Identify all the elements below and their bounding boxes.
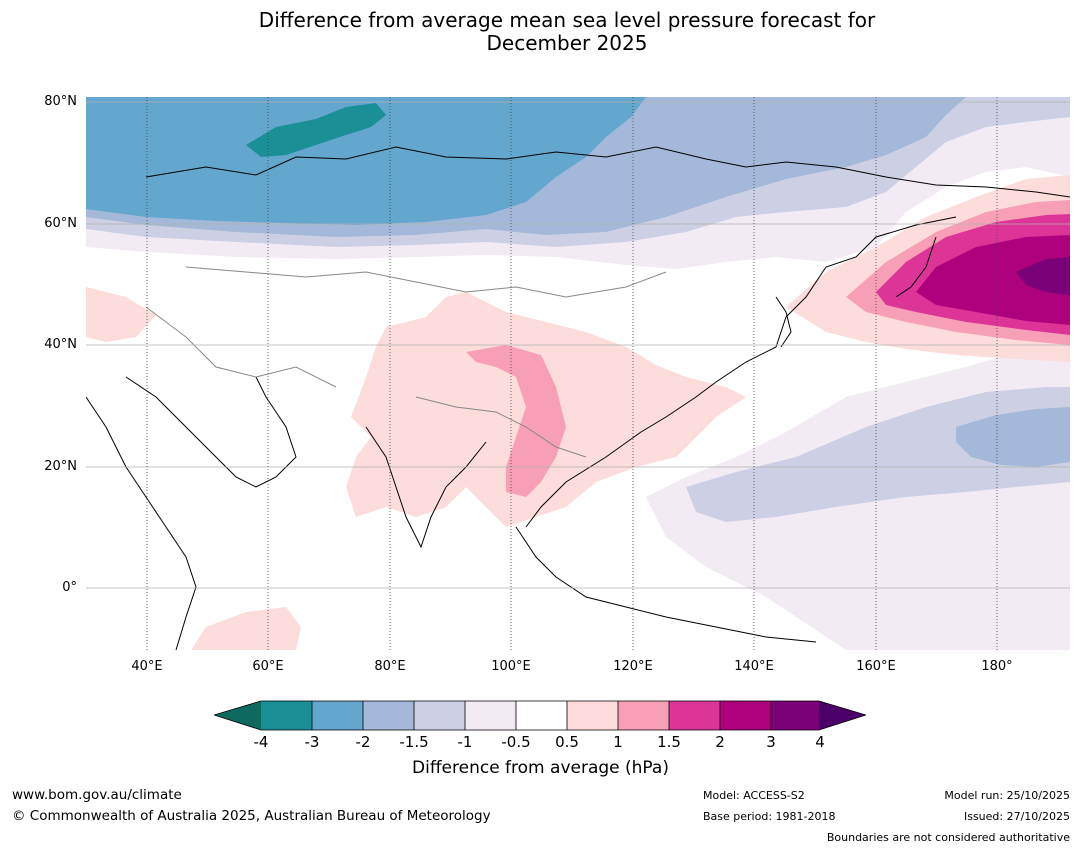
footer-model-run: Model run: 25/10/2025	[944, 789, 1070, 802]
colorbar-tick: 1	[613, 733, 623, 751]
lon-label-60e: 60°E	[252, 659, 284, 674]
title-line-1: Difference from average mean sea level p…	[258, 8, 876, 32]
anomaly-pos-0.5-1-indian-ocean	[191, 607, 301, 650]
anomaly-pos-3-4-pacific	[1016, 257, 1070, 295]
coastline-arctic	[145, 146, 1070, 198]
lat-label-20n: 20°N	[44, 459, 77, 474]
anomaly-pos-1-1.5-china	[466, 345, 566, 497]
footer-boundaries-note: Boundaries are not considered authoritat…	[826, 831, 1070, 844]
lon-label-160e: 160°E	[856, 659, 896, 674]
anomaly-neg-3-2-north	[86, 97, 646, 225]
colorbar-swatch-pos-1.5-2	[669, 701, 720, 730]
lon-label-80e: 80°E	[374, 659, 406, 674]
colorbar-tick: 4	[815, 733, 825, 751]
coastline-arabia	[125, 376, 297, 488]
colorbar-swatch-neutral	[516, 701, 567, 730]
colorbar-swatch-neg-1-0.5	[465, 701, 516, 730]
pressure-anomaly-map	[86, 97, 1070, 650]
anomaly-pos-2-3-pacific	[916, 235, 1070, 325]
footer-url: www.bom.gov.au/climate	[12, 787, 182, 803]
footer-model: Model: ACCESS-S2	[703, 789, 805, 802]
colorbar-tick: 2	[715, 733, 725, 751]
lat-label-40n: 40°N	[44, 337, 77, 352]
border-china-south	[415, 396, 587, 458]
colorbar-swatch-pos-2-3	[720, 701, 771, 730]
colorbar-tick: 0.5	[555, 733, 579, 751]
lon-label-120e: 120°E	[613, 659, 653, 674]
anomaly-neg-2-1.5-pacific	[956, 407, 1070, 467]
longitude-gridlines	[146, 97, 998, 650]
footer-issued: Issued: 27/10/2025	[963, 810, 1070, 823]
lon-label-140e: 140°E	[734, 659, 774, 674]
colorbar-tick: -4	[253, 733, 269, 751]
colorbar-extend-max	[819, 701, 866, 730]
colorbar-swatch-pos-1-1.5	[618, 701, 669, 730]
colorbar-tick: -0.5	[501, 733, 531, 751]
colorbar-tick: -2	[355, 733, 371, 751]
colorbar-swatch-pos-0.5-1	[567, 701, 618, 730]
coastline-southeast-asia	[515, 526, 817, 643]
colorbar-tick: -1.5	[399, 733, 429, 751]
colorbar-tick: -1	[457, 733, 473, 751]
colorbar-swatch-neg-4-3	[261, 701, 312, 730]
anomaly-pos-0.5-1-west	[86, 287, 156, 342]
coastline-africa-east	[86, 396, 197, 650]
colorbar-label: Difference from average (hPa)	[0, 758, 1081, 778]
coastline-east-asia	[525, 216, 957, 528]
lat-label-80n: 80°N	[44, 94, 77, 109]
coastline-japan	[775, 296, 792, 348]
coastline-kamchatka	[895, 236, 937, 298]
anomaly-neg-1.5-1-pacific	[686, 387, 1070, 522]
footer-base-period: Base period: 1981-2018	[703, 810, 836, 823]
anomaly-neg-4-3-north	[246, 103, 386, 157]
colorbar-swatch-neg-1.5-1	[414, 701, 465, 730]
chart-title: Difference from average mean sea level p…	[0, 9, 1081, 55]
border-middle-east	[145, 306, 337, 388]
lat-label-60n: 60°N	[44, 216, 77, 231]
border-central-asia	[185, 266, 667, 298]
lon-label-180: 180°	[981, 659, 1013, 674]
colorbar-swatch-neg-2-1.5	[363, 701, 414, 730]
lat-label-0: 0°	[62, 580, 77, 595]
colorbar-swatch-pos-3-4	[771, 701, 819, 730]
latitude-gridlines	[86, 101, 1070, 589]
colorbar-tick: 1.5	[657, 733, 681, 751]
colorbar-tick: -3	[304, 733, 320, 751]
title-line-2: December 2025	[486, 31, 648, 55]
lon-label-100e: 100°E	[491, 659, 531, 674]
colorbar-tick: 3	[766, 733, 776, 751]
colorbar-swatch-neg-3-2	[312, 701, 363, 730]
lon-label-40e: 40°E	[131, 659, 163, 674]
footer-copyright: © Commonwealth of Australia 2025, Austra…	[12, 808, 491, 824]
colorbar-label-text: Difference from average (hPa)	[412, 758, 669, 778]
colorbar-extend-min	[214, 701, 261, 730]
colorbar	[214, 700, 866, 731]
